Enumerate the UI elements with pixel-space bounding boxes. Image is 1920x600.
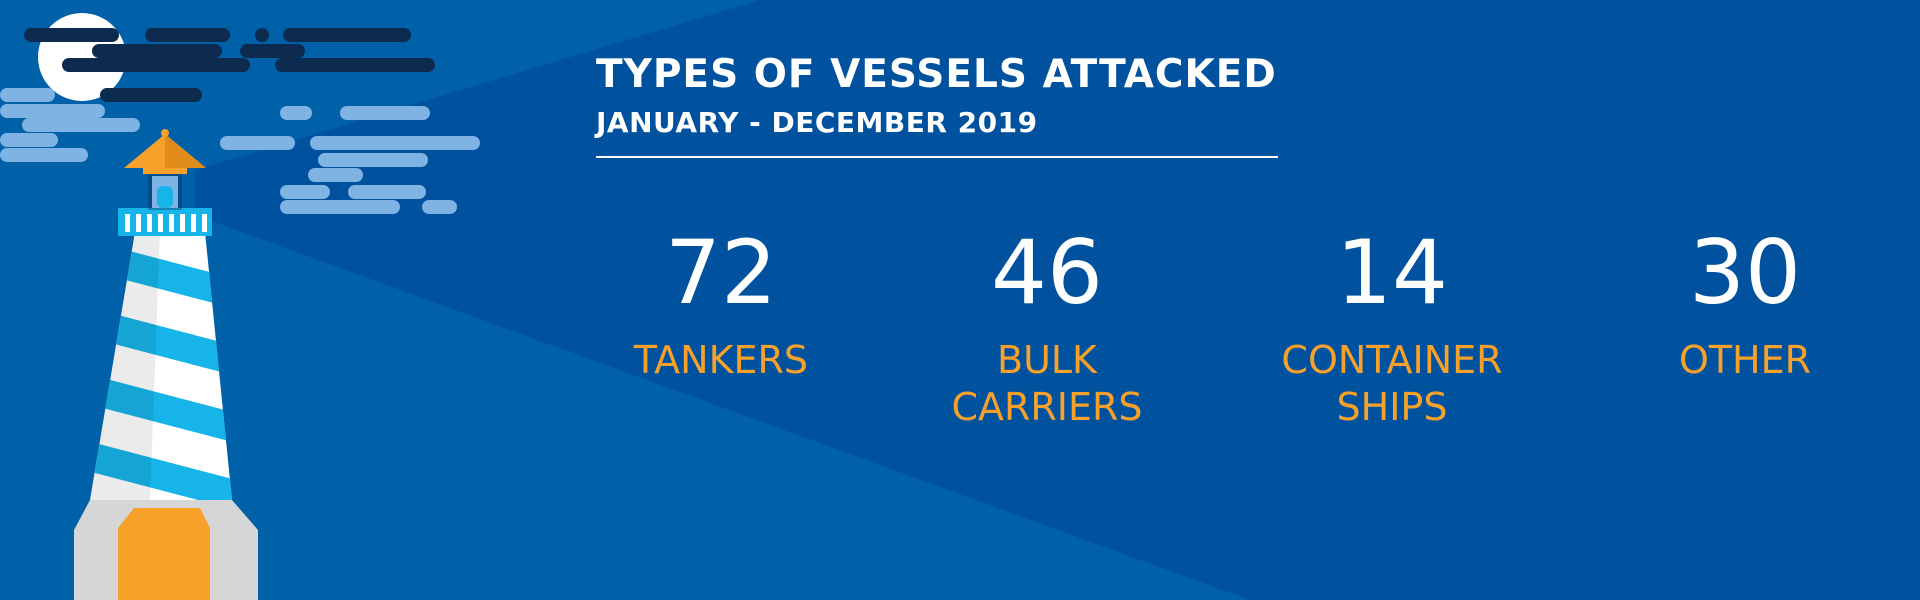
stat-value: 72 bbox=[665, 221, 777, 324]
stat-label: BULK CARRIERS bbox=[951, 338, 1143, 429]
stat-tankers: 72 TANKERS bbox=[571, 225, 871, 384]
clouds-dark-icon bbox=[24, 28, 435, 102]
stat-bulk-carriers: 46 BULK CARRIERS bbox=[897, 225, 1197, 431]
stat-other: 30 OTHER bbox=[1595, 225, 1895, 384]
lighthouse-icon bbox=[74, 129, 258, 600]
page-subtitle: JANUARY - DECEMBER 2019 bbox=[596, 106, 1038, 139]
stat-label: OTHER bbox=[1678, 338, 1812, 382]
title-divider bbox=[596, 156, 1278, 158]
stat-container-ships: 14 CONTAINER SHIPS bbox=[1242, 225, 1542, 431]
stat-value: 30 bbox=[1689, 221, 1801, 324]
light-beam bbox=[195, 0, 1920, 600]
stat-label: TANKERS bbox=[633, 338, 809, 382]
stat-label: CONTAINER SHIPS bbox=[1281, 338, 1503, 429]
stat-value: 14 bbox=[1336, 221, 1448, 324]
page-title: TYPES OF VESSELS ATTACKED bbox=[596, 52, 1277, 97]
stat-value: 46 bbox=[991, 221, 1103, 324]
clouds-light-icon bbox=[0, 88, 480, 214]
